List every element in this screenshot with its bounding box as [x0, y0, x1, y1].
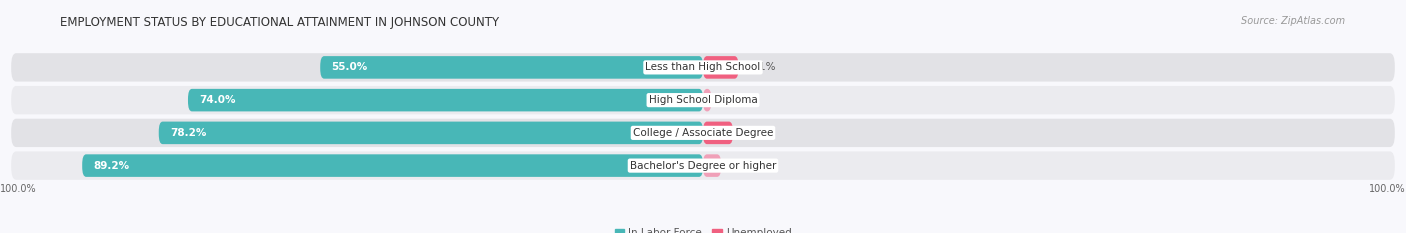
Text: 89.2%: 89.2%	[93, 161, 129, 171]
FancyBboxPatch shape	[703, 56, 738, 79]
Text: Less than High School: Less than High School	[645, 62, 761, 72]
FancyBboxPatch shape	[188, 89, 703, 111]
Legend: In Labor Force, Unemployed: In Labor Force, Unemployed	[610, 224, 796, 233]
FancyBboxPatch shape	[82, 154, 703, 177]
FancyBboxPatch shape	[11, 86, 1395, 114]
Text: College / Associate Degree: College / Associate Degree	[633, 128, 773, 138]
Text: 78.2%: 78.2%	[170, 128, 207, 138]
FancyBboxPatch shape	[703, 122, 733, 144]
FancyBboxPatch shape	[159, 122, 703, 144]
Text: Source: ZipAtlas.com: Source: ZipAtlas.com	[1241, 16, 1346, 26]
Text: High School Diploma: High School Diploma	[648, 95, 758, 105]
Text: 100.0%: 100.0%	[1369, 184, 1406, 194]
Text: 4.3%: 4.3%	[744, 128, 770, 138]
FancyBboxPatch shape	[11, 151, 1395, 180]
Text: 100.0%: 100.0%	[0, 184, 37, 194]
Text: 2.6%: 2.6%	[733, 161, 759, 171]
FancyBboxPatch shape	[11, 119, 1395, 147]
Text: Bachelor's Degree or higher: Bachelor's Degree or higher	[630, 161, 776, 171]
FancyBboxPatch shape	[11, 53, 1395, 82]
Text: 5.1%: 5.1%	[749, 62, 776, 72]
Text: 1.2%: 1.2%	[723, 95, 749, 105]
Text: 74.0%: 74.0%	[200, 95, 236, 105]
FancyBboxPatch shape	[703, 154, 721, 177]
Text: EMPLOYMENT STATUS BY EDUCATIONAL ATTAINMENT IN JOHNSON COUNTY: EMPLOYMENT STATUS BY EDUCATIONAL ATTAINM…	[60, 16, 499, 29]
FancyBboxPatch shape	[321, 56, 703, 79]
Text: 55.0%: 55.0%	[332, 62, 367, 72]
FancyBboxPatch shape	[703, 89, 711, 111]
